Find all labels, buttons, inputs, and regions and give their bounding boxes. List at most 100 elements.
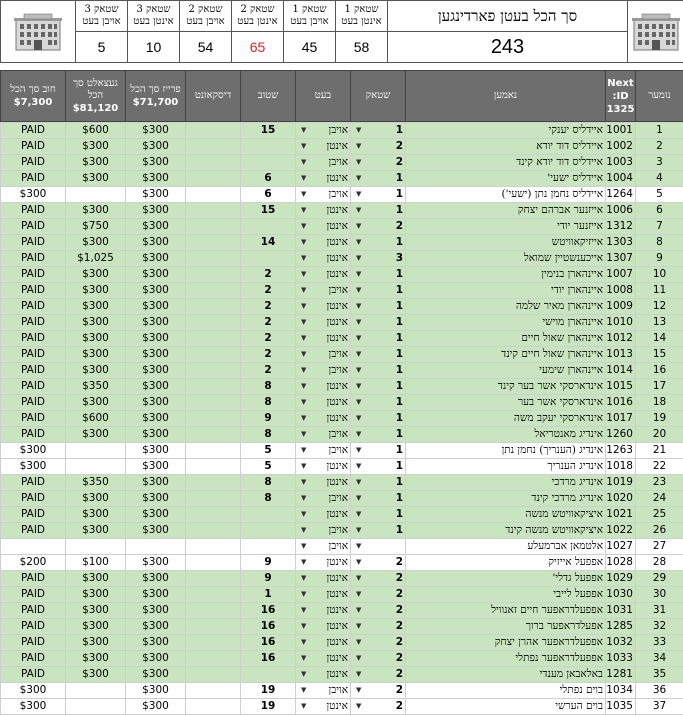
col-header-name[interactable]: נאמען [405,70,606,122]
cell-floor-select[interactable]: ▼ 1 [350,378,406,395]
cell-price[interactable]: $300 [125,490,186,507]
cell-bed-select[interactable]: ▼ אינטן [295,394,351,411]
cell-price[interactable]: $300 [125,698,186,715]
cell-floor-select[interactable]: ▼ 2 [350,650,406,667]
cell-paid[interactable] [65,682,126,699]
cell-name[interactable]: אייכענשטיין שמואל [405,250,606,267]
cell-floor-select[interactable]: ▼ 2 [350,618,406,635]
cell-room[interactable]: 2 [240,330,296,347]
cell-name[interactable]: איידליס דוד יודא קינד [405,154,606,171]
cell-bed-select[interactable]: ▼ אינטן [295,250,351,267]
cell-floor-select[interactable]: ▼ 1 [350,474,406,491]
dropdown-arrow-icon[interactable]: ▼ [356,382,362,390]
cell-bed-select[interactable]: ▼ אינטן [295,506,351,523]
cell-discount[interactable] [185,218,241,235]
dropdown-arrow-icon[interactable]: ▼ [356,334,362,342]
cell-floor-select[interactable]: ▼ 1 [350,170,406,187]
cell-bed-select[interactable]: ▼ אינטן [295,650,351,667]
cell-discount[interactable] [185,682,241,699]
cell-discount[interactable] [185,442,241,459]
dropdown-arrow-icon[interactable]: ▼ [356,638,362,646]
dropdown-arrow-icon[interactable]: ▼ [301,526,307,534]
dropdown-arrow-icon[interactable]: ▼ [301,670,307,678]
cell-discount[interactable] [185,602,241,619]
cell-price[interactable]: $300 [125,522,186,539]
dropdown-arrow-icon[interactable]: ▼ [301,238,307,246]
cell-name[interactable]: אינדארסקי אשר בער [405,394,606,411]
cell-room[interactable]: 2 [240,362,296,379]
cell-name[interactable]: אפפעל גדלי' [405,570,606,587]
cell-paid[interactable] [65,442,126,459]
dropdown-arrow-icon[interactable]: ▼ [356,494,362,502]
dropdown-arrow-icon[interactable]: ▼ [356,510,362,518]
cell-floor-select[interactable]: ▼ 2 [350,554,406,571]
cell-bed-select[interactable]: ▼ אויבן [295,522,351,539]
cell-floor-select[interactable]: ▼ 3 [350,250,406,267]
cell-name[interactable]: אפעלדראפער ברוך [405,618,606,635]
dropdown-arrow-icon[interactable]: ▼ [356,526,362,534]
cell-room[interactable]: 6 [240,186,296,203]
cell-floor-select[interactable]: ▼ 1 [350,490,406,507]
dropdown-arrow-icon[interactable]: ▼ [301,414,307,422]
cell-bed-select[interactable]: ▼ אויבן [295,538,351,555]
cell-floor-select[interactable]: ▼ 2 [350,138,406,155]
cell-name[interactable]: איינהארן בנימין [405,266,606,283]
cell-discount[interactable] [185,650,241,667]
cell-paid[interactable]: $600 [65,410,126,427]
cell-price[interactable]: $300 [125,378,186,395]
dropdown-arrow-icon[interactable]: ▼ [356,414,362,422]
cell-bed-select[interactable]: ▼ אויבן [295,490,351,507]
cell-paid[interactable]: $300 [65,282,126,299]
cell-name[interactable]: אלטמאן אברמעלע [405,538,606,555]
cell-floor-select[interactable]: ▼ 2 [350,586,406,603]
cell-name[interactable]: אפפעל לייבי [405,586,606,603]
cell-paid[interactable]: $1,025 [65,250,126,267]
cell-discount[interactable] [185,314,241,331]
cell-bed-select[interactable]: ▼ אינטן [295,202,351,219]
dropdown-arrow-icon[interactable]: ▼ [301,622,307,630]
cell-price[interactable]: $300 [125,570,186,587]
cell-price[interactable]: $300 [125,410,186,427]
cell-price[interactable]: $300 [125,234,186,251]
cell-price[interactable]: $300 [125,154,186,171]
cell-room[interactable]: 8 [240,490,296,507]
cell-floor-select[interactable]: ▼ 1 [350,330,406,347]
col-header-num[interactable]: נומער [635,70,683,122]
cell-name[interactable]: אייזנער יודי [405,218,606,235]
cell-room[interactable]: 16 [240,602,296,619]
dropdown-arrow-icon[interactable]: ▼ [356,430,362,438]
dropdown-arrow-icon[interactable]: ▼ [301,318,307,326]
cell-price[interactable]: $300 [125,346,186,363]
dropdown-arrow-icon[interactable]: ▼ [356,574,362,582]
col-header-next-id[interactable]: Next ID: 1325 [605,70,636,122]
dropdown-arrow-icon[interactable]: ▼ [301,574,307,582]
cell-bed-select[interactable]: ▼ אינטן [295,554,351,571]
cell-bed-select[interactable]: ▼ אינטן [295,266,351,283]
dropdown-arrow-icon[interactable]: ▼ [301,558,307,566]
cell-bed-select[interactable]: ▼ אויבן [295,122,351,139]
cell-name[interactable]: בוים הערשי [405,698,606,715]
cell-paid[interactable]: $300 [65,586,126,603]
dropdown-arrow-icon[interactable]: ▼ [356,398,362,406]
dropdown-arrow-icon[interactable]: ▼ [356,702,362,710]
dropdown-arrow-icon[interactable]: ▼ [356,350,362,358]
cell-name[interactable]: איציקאוויטש מנשה [405,506,606,523]
dropdown-arrow-icon[interactable]: ▼ [301,462,307,470]
cell-name[interactable]: אפפעלדראפער חיים זאנוויל [405,602,606,619]
cell-name[interactable]: איינהארן מוישי [405,314,606,331]
cell-name[interactable]: איציקאוויטש מנשה קינד [405,522,606,539]
cell-name[interactable]: איינהארן מאיר שלמה [405,298,606,315]
cell-paid[interactable]: $300 [65,202,126,219]
dropdown-arrow-icon[interactable]: ▼ [356,542,362,550]
cell-room[interactable]: 5 [240,442,296,459]
cell-bed-select[interactable]: ▼ אינטן [295,618,351,635]
cell-discount[interactable] [185,362,241,379]
cell-discount[interactable] [185,522,241,539]
cell-bed-select[interactable]: ▼ אינטן [295,666,351,683]
cell-price[interactable]: $300 [125,298,186,315]
cell-bed-select[interactable]: ▼ אינטן [295,170,351,187]
dropdown-arrow-icon[interactable]: ▼ [301,222,307,230]
cell-bed-select[interactable]: ▼ אויבן [295,186,351,203]
cell-room[interactable]: 2 [240,266,296,283]
cell-paid[interactable]: $300 [65,314,126,331]
